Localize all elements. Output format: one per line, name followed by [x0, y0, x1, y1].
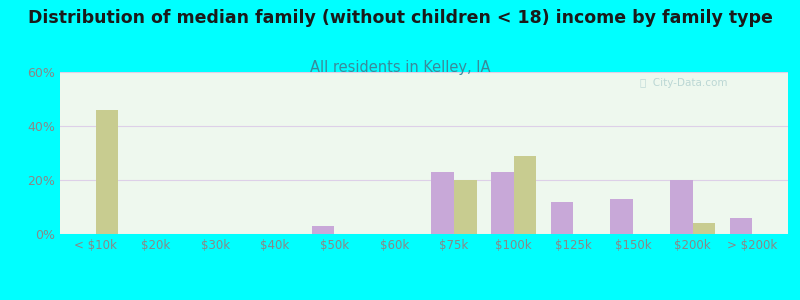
- Bar: [730, 218, 752, 234]
- Bar: [670, 180, 693, 234]
- Bar: [96, 110, 118, 234]
- Bar: [491, 172, 514, 234]
- Text: Distribution of median family (without children < 18) income by family type: Distribution of median family (without c…: [27, 9, 773, 27]
- Bar: [610, 199, 633, 234]
- Text: ⓘ  City-Data.com: ⓘ City-Data.com: [640, 78, 727, 88]
- Text: All residents in Kelley, IA: All residents in Kelley, IA: [310, 60, 490, 75]
- Bar: [454, 180, 477, 234]
- Bar: [693, 223, 715, 234]
- Bar: [550, 202, 573, 234]
- Bar: [312, 226, 334, 234]
- Bar: [514, 156, 536, 234]
- Bar: [431, 172, 454, 234]
